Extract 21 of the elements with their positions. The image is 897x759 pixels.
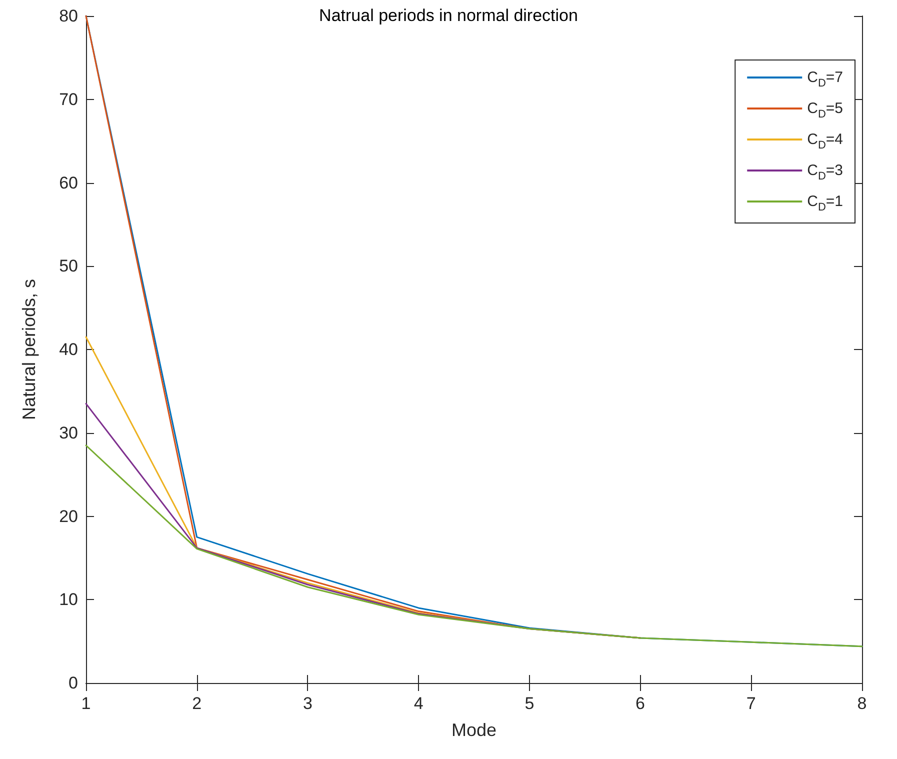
x-tick-label: 5: [524, 694, 534, 713]
line-series: [85, 444, 863, 648]
y-tick-label: 20: [59, 506, 78, 526]
x-tick-label: 4: [414, 694, 424, 713]
x-tick-label: 3: [302, 694, 312, 713]
y-tick-label: 70: [59, 90, 78, 109]
x-tick-label: 6: [636, 694, 646, 713]
x-tick-label: 8: [857, 694, 867, 713]
y-axis-title: Natural periods, s: [19, 278, 39, 420]
y-tick-label: 50: [59, 256, 78, 276]
y-tick-label: 60: [59, 173, 78, 192]
y-tick-label: 0: [68, 674, 78, 692]
chart-title: Natrual periods in normal direction: [319, 6, 578, 25]
x-tick-label: 7: [746, 694, 756, 713]
y-tick-label: 40: [59, 340, 78, 359]
x-tick-label: 2: [192, 694, 202, 713]
x-tick-label: 1: [81, 694, 91, 713]
y-tick-label: 30: [59, 423, 78, 442]
y-tick-label: 80: [59, 6, 78, 26]
x-axis-title: Mode: [451, 720, 497, 740]
y-tick-label: 10: [59, 590, 78, 610]
